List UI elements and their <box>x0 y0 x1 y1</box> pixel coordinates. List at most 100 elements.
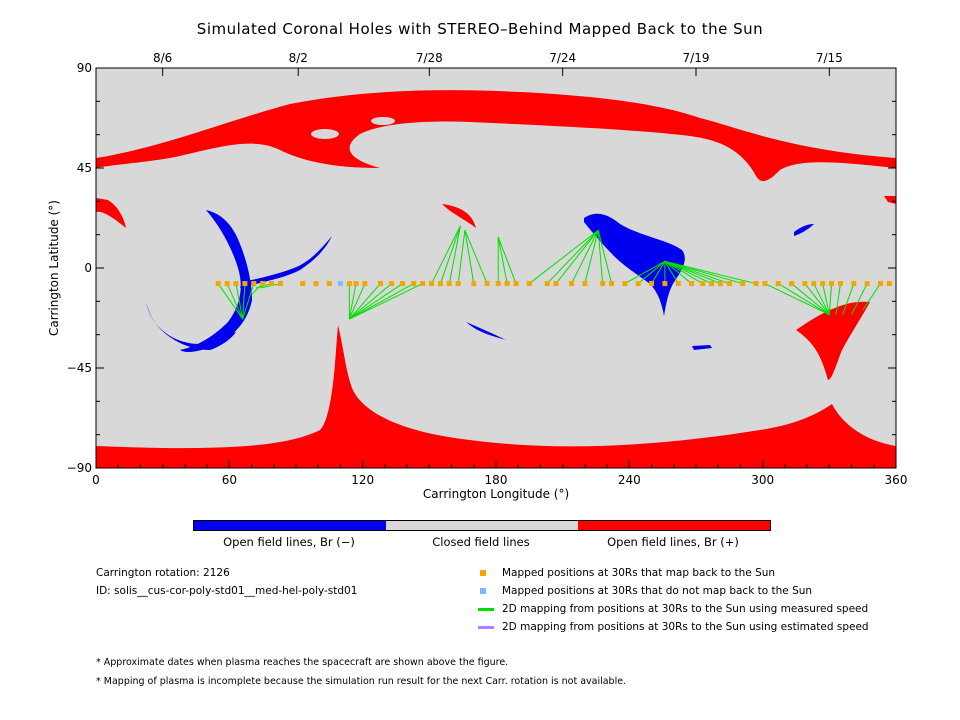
field-line-mapping <box>555 229 599 284</box>
field-line-mapping <box>835 283 841 315</box>
mapped-position-marker <box>675 281 681 287</box>
mapped-position-marker <box>455 281 461 287</box>
mapped-position-marker <box>224 281 230 287</box>
mapped-position-marker <box>789 281 795 287</box>
mapped-position-marker <box>829 281 835 287</box>
negative-hole-east <box>584 213 685 316</box>
legend-unmapped-marker <box>478 586 498 596</box>
mapped-position-marker <box>242 281 248 287</box>
mapped-position-marker <box>753 281 759 287</box>
mapped-position-marker <box>300 281 306 287</box>
mapped-position-marker <box>726 281 732 287</box>
colorbar-positive <box>578 521 770 530</box>
field-line-mapping <box>664 260 712 285</box>
top-date-label: 8/2 <box>289 51 308 65</box>
field-line-mapping <box>584 230 599 284</box>
field-line-mapping <box>217 283 244 320</box>
colorbar-label-positive: Open field lines, Br (+) <box>607 535 739 549</box>
field-line-mapping <box>813 283 830 315</box>
field-line-mapping <box>764 283 830 316</box>
mapped-position-marker <box>544 281 550 287</box>
field-line-mapping <box>497 236 517 284</box>
field-line-mapping <box>597 230 604 284</box>
mapped-position-marker <box>215 281 221 287</box>
mapped-position-marker <box>471 281 477 287</box>
mapped-position-marker <box>277 281 283 287</box>
mapped-position-marker <box>420 281 426 287</box>
y-tick-label: 0 <box>84 261 92 275</box>
mapped-position-marker <box>820 281 826 287</box>
field-line-mapping <box>349 283 415 320</box>
field-line-mapping <box>464 230 488 284</box>
x-axis-label: Carrington Longitude (°) <box>423 487 569 501</box>
mapped-position-marker <box>700 281 706 287</box>
field-line-mapping <box>664 260 692 284</box>
x-tick-label: 0 <box>92 473 100 487</box>
field-line-mapping <box>349 283 403 320</box>
field-line-mapping <box>624 260 666 284</box>
mapped-position-marker <box>864 281 870 287</box>
top-date-label: 7/24 <box>549 51 576 65</box>
field-line-mapping <box>448 225 461 284</box>
top-date-label: 7/28 <box>416 51 443 65</box>
negative-hole-arc <box>240 236 332 288</box>
field-line-mapping <box>791 283 830 316</box>
y-axis-label: Carrington Latitude (°) <box>47 200 61 336</box>
coronal-hole-map: 0 60 120 180 240 300 360 90 45 0 −45 −90 8/6 8/2 7/28 7… <box>47 51 907 501</box>
field-line-mapping <box>242 283 255 320</box>
mapped-position-marker <box>762 281 768 287</box>
mapped-position-marker <box>662 281 668 287</box>
mapped-position-marker <box>851 281 857 287</box>
field-line-mapping <box>235 283 244 320</box>
field-line-mapping <box>637 260 666 284</box>
mapped-position-marker <box>326 281 332 287</box>
negative-hole-west <box>180 210 252 352</box>
mapped-position-marker <box>269 281 275 287</box>
x-tick-label: 360 <box>885 473 908 487</box>
mapped-position-marker <box>504 281 510 287</box>
mapped-position-marker <box>635 281 641 287</box>
mapped-position-marker <box>553 281 559 287</box>
field-line-mapping <box>804 283 830 315</box>
field-line-mapping <box>439 225 461 284</box>
legend-mapped: Mapped positions at 30Rs that map back t… <box>478 567 775 579</box>
axes: 0 60 120 180 240 300 360 90 45 0 −45 −90 8/6 8/2 7/28 7… <box>47 51 907 501</box>
mapped-position-marker <box>886 281 892 287</box>
x-tick-label: 180 <box>485 473 508 487</box>
mapped-position-marker <box>609 281 615 287</box>
field-line-mapping <box>862 283 881 311</box>
mapped-position-marker <box>362 281 368 287</box>
colorbar-closed <box>386 521 578 530</box>
mapped-position-marker <box>446 281 452 287</box>
mapped-position-marker <box>569 281 575 287</box>
north-hole-island <box>311 129 339 139</box>
field-line-mapping <box>664 260 757 285</box>
field-line-mappings <box>217 225 881 320</box>
mapped-position-marker <box>740 281 746 287</box>
mapped-position-marker <box>346 281 352 287</box>
mapped-position-marker <box>622 281 628 287</box>
mapped-position-marker <box>600 281 606 287</box>
field-line-mapping <box>597 230 613 284</box>
run-id: ID: solis__cus-cor-poly-std01__med-hel-p… <box>96 585 358 597</box>
mapped-position-marker <box>717 281 723 287</box>
field-line-mapping <box>349 283 392 320</box>
north-positive-polar-region <box>96 90 896 182</box>
mapped-position-marker <box>513 281 519 287</box>
mapped-position-marker <box>411 281 417 287</box>
negative-hole-small-2 <box>794 224 814 236</box>
legend-measured-line <box>478 604 498 614</box>
legend-estimated: 2D mapping from positions at 30Rs to the… <box>478 621 869 633</box>
positive-region-east <box>796 301 870 380</box>
carrington-rotation: Carrington rotation: 2126 <box>96 567 230 579</box>
negative-hole-small-3 <box>692 345 712 350</box>
mapped-position-marker <box>775 281 781 287</box>
mapped-position-marker <box>233 281 239 287</box>
x-tick-label: 120 <box>351 473 374 487</box>
north-hole-island <box>371 117 395 125</box>
y-tick-label: −45 <box>67 361 92 375</box>
x-tick-label: 300 <box>751 473 774 487</box>
mapped-position-marker <box>389 281 395 287</box>
mapped-position-marker <box>837 281 843 287</box>
legend-estimated-line <box>478 622 498 632</box>
